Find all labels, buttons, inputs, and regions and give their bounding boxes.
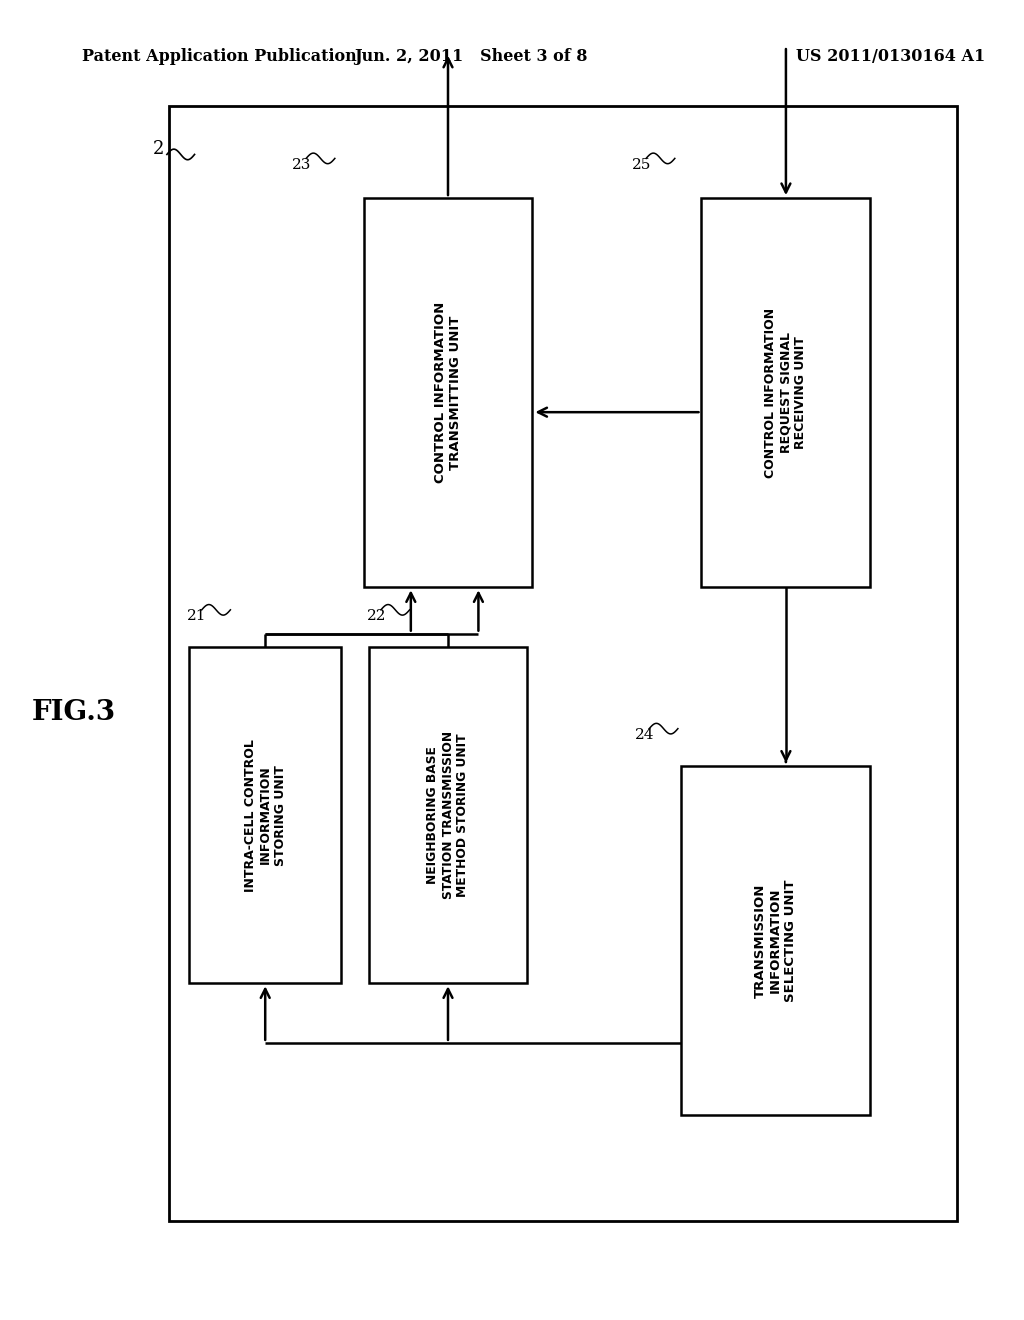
Text: US 2011/0130164 A1: US 2011/0130164 A1 xyxy=(797,49,985,65)
Bar xyxy=(369,647,527,983)
Text: Jun. 2, 2011   Sheet 3 of 8: Jun. 2, 2011 Sheet 3 of 8 xyxy=(354,49,588,65)
Text: Patent Application Publication: Patent Application Publication xyxy=(82,49,356,65)
Text: 23: 23 xyxy=(292,157,311,172)
Text: INTRA-CELL CONTROL
INFORMATION
STORING UNIT: INTRA-CELL CONTROL INFORMATION STORING U… xyxy=(244,739,287,891)
Text: FIG.3: FIG.3 xyxy=(32,700,116,726)
Text: 2: 2 xyxy=(153,140,165,158)
Text: 22: 22 xyxy=(367,609,386,623)
Text: CONTROL INFORMATION
REQUEST SIGNAL
RECEIVING UNIT: CONTROL INFORMATION REQUEST SIGNAL RECEI… xyxy=(765,308,807,478)
Bar xyxy=(681,766,870,1115)
Text: 25: 25 xyxy=(632,157,651,172)
Text: 24: 24 xyxy=(635,727,654,742)
Text: TRANSMISSION
INFORMATION
SELECTING UNIT: TRANSMISSION INFORMATION SELECTING UNIT xyxy=(755,879,797,1002)
Text: CONTROL INFORMATION
TRANSMITTING UNIT: CONTROL INFORMATION TRANSMITTING UNIT xyxy=(434,302,462,483)
Text: 21: 21 xyxy=(187,609,207,623)
Bar xyxy=(169,106,957,1221)
Bar xyxy=(364,198,532,587)
Text: NEIGHBORING BASE
STATION TRANSMISSION
METHOD STORING UNIT: NEIGHBORING BASE STATION TRANSMISSION ME… xyxy=(427,731,469,899)
Bar xyxy=(701,198,870,587)
Bar xyxy=(189,647,341,983)
